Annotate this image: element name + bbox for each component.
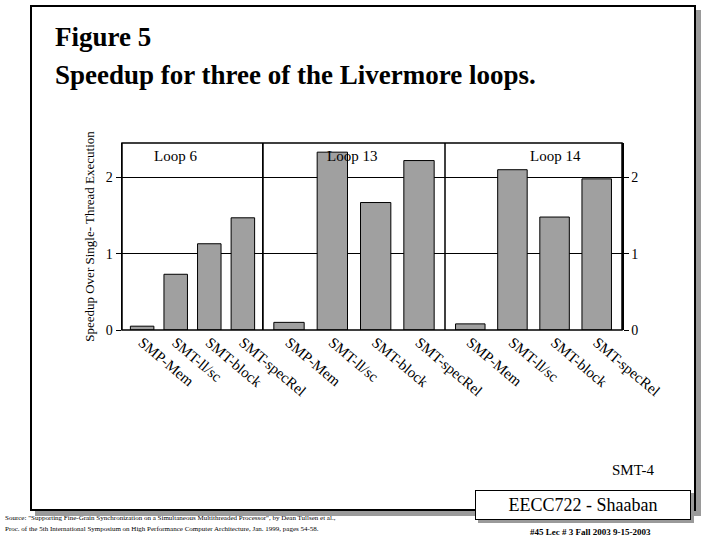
svg-text:1: 1 xyxy=(631,247,638,262)
svg-text:0: 0 xyxy=(106,323,113,338)
html-text:Source: "Supporting Fine-Grain: Source: "Supporting Fine-Grain Synchroni… xyxy=(5,514,336,522)
svg-text:SMT-block: SMT-block xyxy=(548,334,611,390)
html-text:EECC722 - Shaaban: EECC722 - Shaaban xyxy=(508,495,658,515)
svg-text:SMT-block: SMT-block xyxy=(203,334,266,390)
svg-text:2: 2 xyxy=(631,170,638,185)
svg-text:Loop 14: Loop 14 xyxy=(530,148,581,164)
svg-text:SMP-Mem: SMP-Mem xyxy=(135,334,197,389)
svg-text:SMT-block: SMT-block xyxy=(369,334,432,390)
svg-text:SMT-ll/sc: SMT-ll/sc xyxy=(169,334,225,385)
svg-text:Loop 13: Loop 13 xyxy=(327,148,377,164)
html-text:#45 Lec # 3 Fall 2003 9-15-200: #45 Lec # 3 Fall 2003 9-15-2003 xyxy=(530,527,651,537)
svg-text:2: 2 xyxy=(106,170,113,185)
svg-text:SMP-Mem: SMP-Mem xyxy=(282,334,344,389)
html-text:Proc. of the 5th International: Proc. of the 5th International Symposium… xyxy=(5,525,319,533)
html-text:SMT-4: SMT-4 xyxy=(612,462,654,478)
html-text:Speedup for three of the Liver: Speedup for three of the Livermore loops… xyxy=(55,60,536,90)
svg-text:SMT-specRel: SMT-specRel xyxy=(590,334,663,399)
html-text:Figure 5: Figure 5 xyxy=(55,22,152,52)
svg-text:SMT-ll/sc: SMT-ll/sc xyxy=(326,334,382,385)
svg-text:Speedup Over Single- Thread Ex: Speedup Over Single- Thread Execution xyxy=(82,131,97,342)
svg-text:Loop 6: Loop 6 xyxy=(154,148,197,164)
svg-text:SMT-specRel: SMT-specRel xyxy=(412,334,485,399)
svg-text:SMT-specRel: SMT-specRel xyxy=(236,334,309,399)
svg-text:SMT-ll/sc: SMT-ll/sc xyxy=(506,334,562,385)
svg-text:SMP-Mem: SMP-Mem xyxy=(464,334,526,389)
svg-text:0: 0 xyxy=(631,323,638,338)
svg-text:1: 1 xyxy=(106,247,113,262)
